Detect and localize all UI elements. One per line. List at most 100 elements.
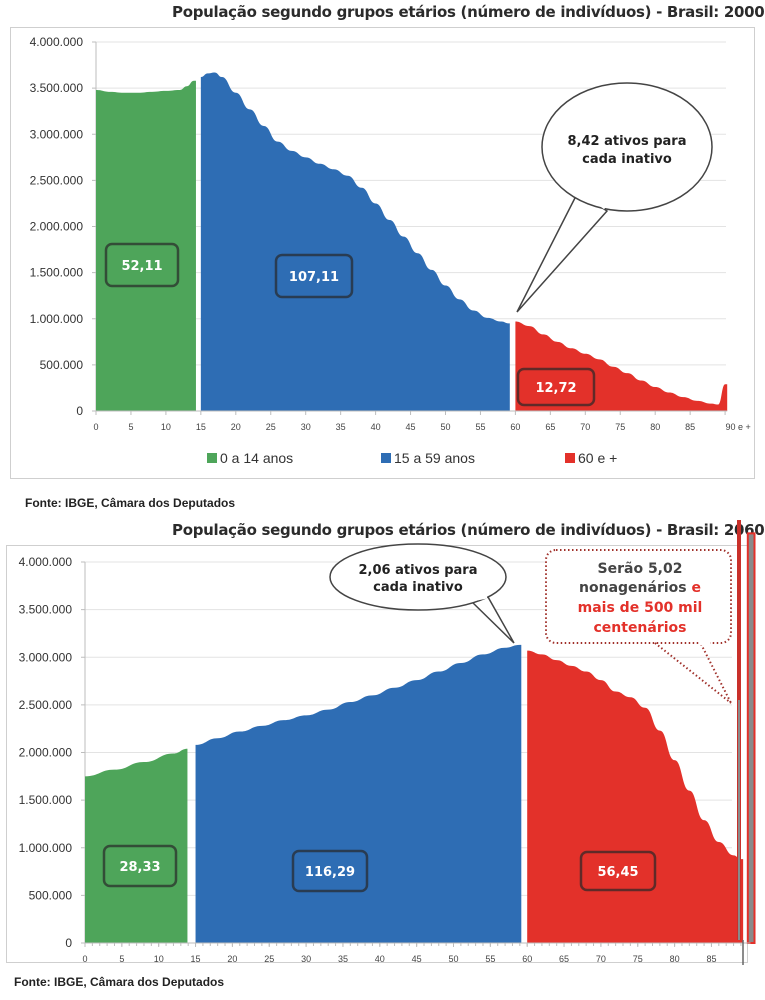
callout-2060-bubble (329, 543, 507, 611)
area-15-a-59-anos (200, 72, 510, 411)
total-box-young: 28,33 (102, 844, 178, 888)
callout-2060-line2: cada inativo (373, 580, 463, 595)
callout-dotted-line1: Serão 5,02 (598, 561, 683, 577)
x-tick-label: 5 (128, 422, 133, 432)
total-box-old: 12,72 (516, 367, 596, 407)
legend-item-active[interactable]: 15 a 59 anos (381, 450, 475, 466)
x-tick-label: 35 (336, 422, 346, 432)
y-tick-label: 4.000.000 (30, 35, 84, 49)
legend-label-old: 60 e + (578, 450, 617, 466)
callout-2000-tail (516, 190, 609, 313)
y-tick-label: 500.000 (40, 358, 84, 372)
total-box-border (274, 253, 354, 299)
x-tick-label: 25 (266, 422, 276, 432)
callout-dotted-line2: nonagenários e (579, 580, 701, 596)
area-60-e-plus (515, 321, 728, 411)
x-tick-label: 35 (338, 954, 348, 964)
callout-2000-line2: cada inativo (582, 152, 672, 167)
x-tick-label: 45 (406, 422, 416, 432)
x-tick-label: 80 (650, 422, 660, 432)
x-tick-label: 0 (82, 954, 87, 964)
total-box-border (516, 367, 596, 407)
x-tick-label: 50 (448, 954, 458, 964)
callout-2000-join (579, 188, 606, 210)
x-tick-label: 45 (412, 954, 422, 964)
callout-dotted-tail-a (654, 642, 732, 704)
chart-2000-title: População segundo grupos etários (número… (172, 3, 765, 21)
legend-item-old[interactable]: 60 e + (565, 450, 617, 466)
x-tick-label: 30 (301, 954, 311, 964)
x-tick-label: 85 (685, 422, 695, 432)
total-box-border (579, 850, 657, 892)
total-box-border (102, 844, 178, 888)
callout-2000-line1: 8,42 ativos para (568, 134, 687, 149)
y-tick-label: 2.500.000 (19, 698, 73, 712)
chart-2060: 0 500.000 1.000.000 1.500.000 2.000.000 2.500… (19, 520, 756, 965)
y-tick-label: 2.000.000 (30, 220, 84, 234)
total-box-label: 28,33 (119, 860, 160, 875)
total-box-border (104, 242, 180, 288)
x-tick-label: 25 (264, 954, 274, 964)
x-tick-label: 55 (485, 954, 495, 964)
x-tick-label: 55 (475, 422, 485, 432)
x-tick-label: 0 (93, 422, 98, 432)
total-box-label: 12,72 (535, 381, 576, 396)
x-tick-label: 75 (615, 422, 625, 432)
legend-swatch-old (565, 453, 575, 463)
total-box-old: 56,45 (579, 850, 657, 892)
legend-swatch-young (207, 453, 217, 463)
callout-2060-join (471, 595, 488, 602)
y-tick-label: 3.000.000 (30, 127, 84, 141)
y-tick-label: 1.000.000 (30, 312, 84, 326)
area-0-a-14-anos (96, 80, 196, 412)
nonagenarian-bar-core (738, 700, 740, 940)
x-tick-label: 5 (119, 954, 124, 964)
y-tick-label: 0 (76, 404, 83, 418)
legend-swatch-active (381, 453, 391, 463)
total-box-label: 107,11 (289, 270, 339, 285)
total-box-label: 116,29 (305, 865, 355, 880)
x-tick-label: 15 (191, 954, 201, 964)
chart-2060-source: Fonte: IBGE, Câmara dos Deputados (14, 975, 225, 989)
x-tick-label: 70 (580, 422, 590, 432)
callout-2060-line1: 2,06 ativos para (359, 563, 478, 578)
callout-dotted-tail-b (700, 643, 732, 704)
x-tick-label: 15 (196, 422, 206, 432)
callout-2060-tail (468, 596, 515, 644)
y-tick-label: 500.000 (29, 888, 73, 902)
x-tick-label: 70 (596, 954, 606, 964)
x-tick-label: 65 (545, 422, 555, 432)
x-tick-label: 75 (633, 954, 643, 964)
area-90-e-plus (746, 532, 756, 944)
y-tick-label: 2.500.000 (30, 173, 84, 187)
callout-2060-ratio: 2,06 ativos para cada inativo (329, 543, 515, 644)
y-tick-label: 0 (65, 936, 72, 950)
area-60-e-plus (527, 650, 744, 943)
x-tick-label: 30 (301, 422, 311, 432)
area-15-a-59-anos (195, 644, 522, 943)
y-tick-label: 3.000.000 (19, 650, 73, 664)
y-tick-label: 3.500.000 (19, 603, 73, 617)
x-tick-label: 20 (231, 422, 241, 432)
x-tick-label: 10 (154, 954, 164, 964)
callout-2000-ratio: 8,42 ativos para cada inativo (516, 82, 713, 313)
total-box-active: 116,29 (291, 849, 369, 893)
x-tick-label: 40 (375, 954, 385, 964)
total-box-label: 52,11 (121, 259, 162, 274)
x-tick-label: 60 (522, 954, 532, 964)
x-tick-label: 40 (371, 422, 381, 432)
callout-2060-centenarians: Serão 5,02 nonagenários e mais de 500 mi… (545, 549, 732, 704)
chart-2060-title: População segundo grupos etários (número… (172, 521, 765, 539)
callout-dotted-gap (700, 640, 710, 645)
x-tick-label: 65 (559, 954, 569, 964)
y-tick-label: 2.000.000 (19, 746, 73, 760)
x-tick-label: 80 (670, 954, 680, 964)
x-tick-label: 50 (440, 422, 450, 432)
y-tick-label: 3.500.000 (30, 81, 84, 95)
legend-item-young[interactable]: 0 a 14 anos (207, 450, 293, 466)
chart-2000-source: Fonte: IBGE, Câmara dos Deputados (25, 496, 236, 510)
callout-dotted-box (545, 549, 732, 644)
total-box-active: 107,11 (274, 253, 354, 299)
x-tick-label: 85 (706, 954, 716, 964)
